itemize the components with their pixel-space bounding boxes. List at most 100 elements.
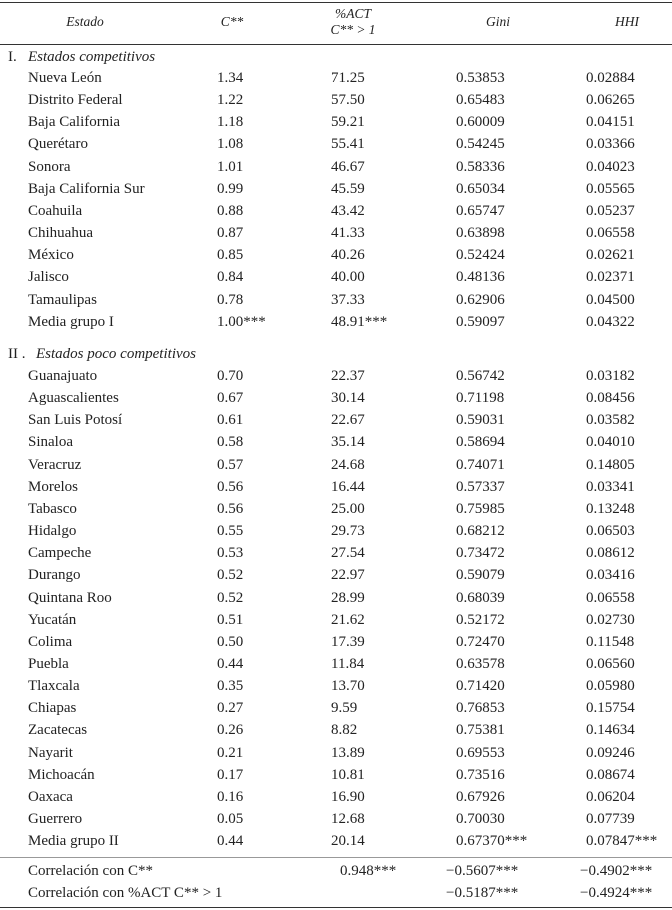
cell: 0.05980 [586, 678, 635, 695]
cell: 0.59031 [456, 412, 505, 429]
cell: 0.03341 [586, 478, 635, 495]
cell: 1.08 [217, 136, 244, 153]
cell: 0.68212 [456, 523, 505, 540]
cell: 0.26 [217, 722, 244, 739]
row-label: Guerrero [28, 811, 83, 827]
cell: 0.53 [217, 545, 244, 562]
cell: 0.71420 [456, 678, 505, 695]
row-label: Correlación con %ACT C** > 1 [28, 885, 223, 901]
row-label: Oaxaca [28, 788, 73, 805]
cell: 0.44 [217, 655, 244, 672]
row-label: Chihuahua [28, 225, 93, 242]
row-label: Chiapas [28, 700, 77, 717]
cell: 8.82 [331, 722, 358, 739]
cell: 0.59097 [456, 313, 505, 330]
row-label: Campeche [28, 545, 92, 562]
cell: 21.62 [331, 611, 365, 628]
cell: 0.02371 [586, 269, 635, 286]
row-label: Durango [28, 567, 81, 584]
row-label: Media grupo II [28, 833, 119, 850]
cell: 0.52172 [456, 611, 505, 628]
cell: 1.18 [217, 114, 244, 131]
cell: 45.59 [331, 180, 365, 197]
cell: 0.13248 [586, 500, 635, 517]
cell: 40.26 [331, 247, 365, 264]
row-label: Quintana Roo [28, 589, 112, 606]
row-label: Baja California Sur [28, 180, 145, 197]
cell: 24.68 [331, 456, 365, 473]
section-title: Estados competitivos [28, 49, 156, 65]
cell: 0.53853 [456, 70, 505, 86]
row-label: Baja California [28, 114, 121, 131]
row-label: Michoacán [28, 766, 95, 783]
header-cell: %ACT [334, 6, 372, 21]
cell: 0.54245 [456, 136, 505, 153]
bottom-rule [0, 907, 672, 908]
header-cell: Gini [485, 14, 511, 29]
cell: 0.73472 [456, 545, 505, 562]
cell: 0.60009 [456, 114, 505, 131]
cell: 0.58336 [456, 158, 505, 175]
cell: 0.85 [217, 247, 244, 264]
cell: 17.39 [331, 633, 365, 650]
row-label: Guanajuato [28, 368, 98, 384]
cell: 0.06558 [586, 589, 635, 606]
cell: 0.04023 [586, 158, 635, 175]
cell: 0.14634 [586, 722, 635, 739]
header-cell: HHI [615, 14, 639, 29]
cell: 22.37 [331, 368, 365, 384]
row-label: Morelos [28, 478, 78, 495]
cell: 0.03182 [586, 368, 635, 384]
cell: 0.75985 [456, 500, 505, 517]
cell: 0.78 [217, 291, 244, 308]
row-label: Veracruz [28, 456, 82, 473]
cell: 16.90 [331, 788, 365, 805]
cell: 16.44 [331, 478, 365, 495]
cell: 0.05237 [586, 202, 635, 219]
cell: 0.67370*** [456, 833, 528, 850]
cell: 0.04322 [586, 313, 635, 330]
cell: 0.948*** [340, 863, 397, 879]
cell: 0.07847*** [586, 833, 658, 850]
cell: 0.02884 [586, 70, 635, 86]
section-number: I. [8, 49, 17, 65]
cell: 0.05565 [586, 180, 635, 197]
cell: −0.5187*** [446, 885, 519, 901]
cell: 0.04500 [586, 291, 635, 308]
header-cell: Estado [66, 14, 104, 29]
cell: 43.42 [331, 202, 365, 219]
cell: 20.14 [331, 833, 365, 850]
row-label: Yucatán [28, 611, 77, 628]
cell: 40.00 [331, 269, 365, 286]
cell: 0.35 [217, 678, 244, 695]
cell: 0.44 [217, 833, 244, 850]
cell: 1.00*** [217, 313, 266, 330]
cell: 22.97 [331, 567, 365, 584]
cell: 0.70 [217, 368, 244, 384]
cell: 0.06503 [586, 523, 635, 540]
cell: 0.15754 [586, 700, 635, 717]
row-label: Tamaulipas [28, 291, 97, 308]
cell: 0.08612 [586, 545, 635, 562]
row-label: Tabasco [28, 500, 77, 517]
cell: 12.68 [331, 811, 365, 827]
cell: 0.06265 [586, 92, 635, 109]
cell: 0.68039 [456, 589, 505, 606]
row-label: Nayarit [28, 744, 73, 761]
row-label: Puebla [28, 655, 69, 672]
cell: 0.06204 [586, 788, 635, 805]
cell: 0.17 [217, 766, 244, 783]
top-rule [0, 2, 672, 3]
cell: 1.01 [217, 158, 244, 175]
cell: 0.63898 [456, 225, 505, 242]
row-label: Querétaro [28, 136, 88, 153]
cell: 35.14 [331, 434, 365, 451]
cell: 0.51 [217, 611, 244, 628]
cell: 41.33 [331, 225, 365, 242]
cell: 0.07739 [586, 811, 635, 827]
cell: 0.56742 [456, 368, 505, 384]
cell: 0.59079 [456, 567, 505, 584]
cell: 1.22 [217, 92, 244, 109]
cell: 0.04151 [586, 114, 635, 131]
cell: 0.57337 [456, 478, 505, 495]
